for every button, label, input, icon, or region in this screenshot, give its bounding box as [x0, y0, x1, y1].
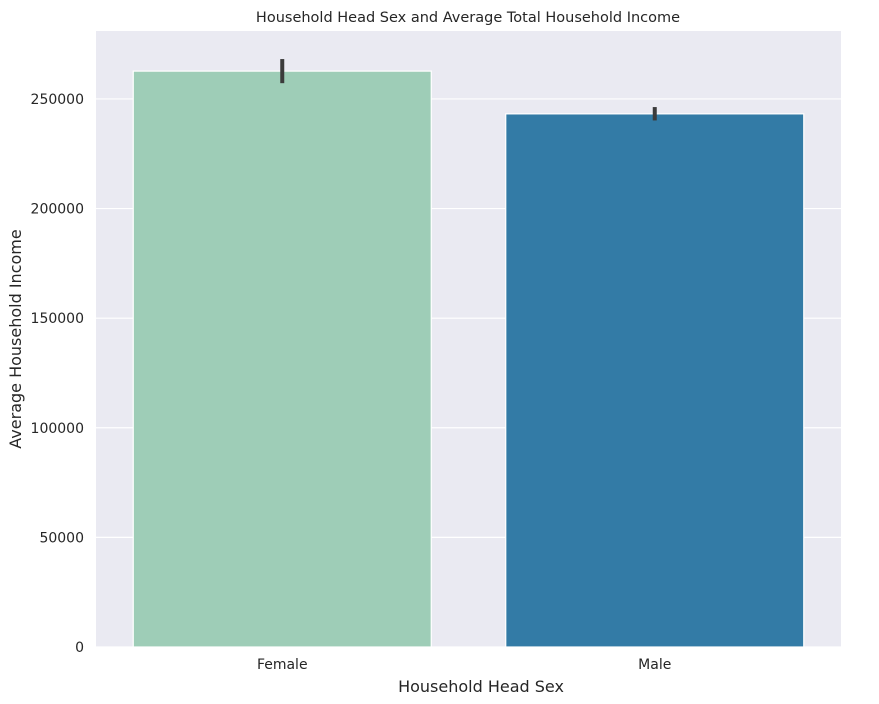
y-axis-title: Average Household Income [6, 229, 25, 448]
bar-female [132, 70, 432, 648]
y-tick-label: 100000 [31, 421, 84, 437]
x-axis-title: Household Head Sex [398, 677, 564, 696]
bars [132, 70, 805, 648]
y-tick-label: 0 [75, 640, 84, 656]
y-tick-label: 50000 [39, 530, 84, 546]
y-axis-ticks: 0 50000 100000 150000 200000 250000 [31, 92, 84, 656]
y-tick-label: 150000 [31, 311, 84, 327]
y-tick-label: 200000 [31, 202, 84, 218]
y-tick-label: 250000 [31, 92, 84, 108]
x-axis-ticks: Female Male [257, 657, 671, 673]
bar-male [505, 113, 805, 648]
x-tick-label-female: Female [257, 657, 308, 673]
error-bars [280, 59, 657, 121]
x-tick-label-male: Male [638, 657, 671, 673]
chart-title: Household Head Sex and Average Total Hou… [256, 10, 680, 26]
